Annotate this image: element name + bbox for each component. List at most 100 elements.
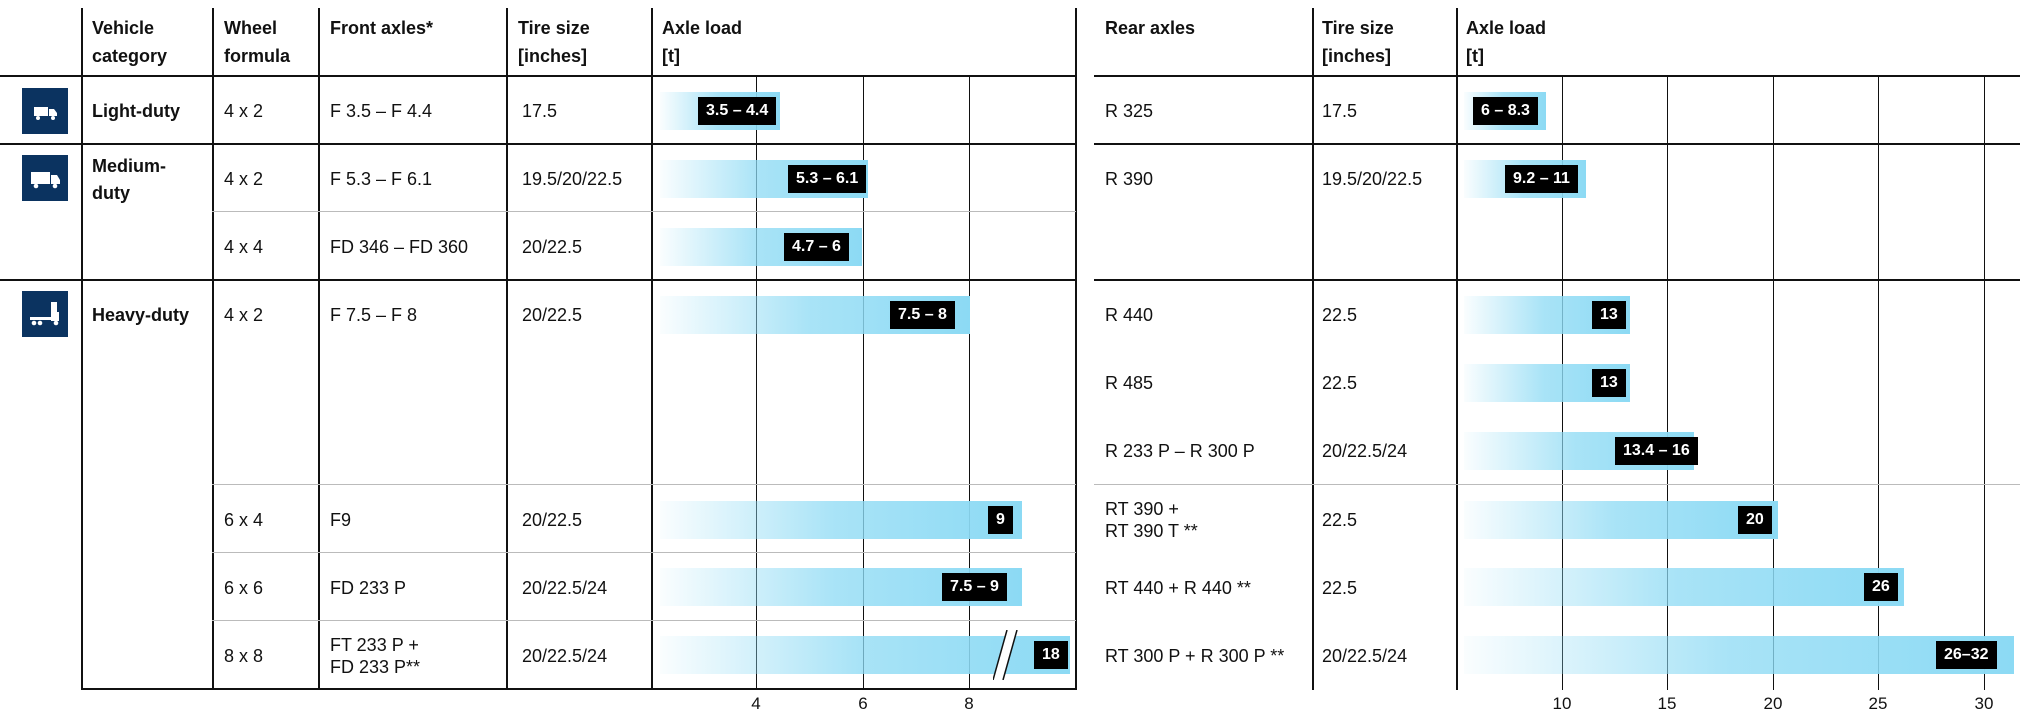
rear-tick-label: 30 (1974, 694, 1994, 713)
rear-row-tire-size: 22.5 (1322, 510, 1358, 530)
rear-load-label: 20 (1738, 506, 1772, 534)
header-front-axles: Front axles* (330, 18, 434, 38)
rear-row-tire-size: 22.5 (1322, 305, 1358, 325)
header-front-tire-size: Tire size [inches] (518, 18, 590, 66)
row-rule-light (212, 552, 1076, 553)
column-divider (212, 8, 214, 690)
front-row-tire-size: 20/22.5/24 (522, 646, 608, 666)
rear-row-tire-size: 19.5/20/22.5 (1322, 169, 1423, 189)
rear-tick-label: 25 (1868, 694, 1888, 713)
front-load-label: 7.5 – 8 (890, 301, 955, 329)
header-wheel-formula: Wheel formula (224, 18, 291, 66)
rear-load-label: 13 (1592, 369, 1626, 397)
front-row-wheel-formula: 4 x 4 (224, 237, 264, 257)
rear-row-tire-size: 17.5 (1322, 101, 1358, 121)
front-tick-label: 4 (751, 694, 761, 713)
header-vehicle-category: Vehicle category (92, 18, 168, 66)
front-row-axles: F 3.5 – F 4.4 (330, 101, 433, 121)
front-row-wheel-formula: 6 x 4 (224, 510, 264, 530)
front-load-label: 9 (988, 506, 1013, 534)
front-row-tire-size: 20/22.5 (522, 305, 583, 325)
row-rule (0, 279, 1076, 281)
axle-load-axis-right (1456, 8, 1458, 690)
rear-tick-label: 20 (1763, 694, 1783, 713)
header-front-axle-load: Axle load [t] (662, 18, 743, 66)
front-tick-label: 6 (858, 694, 868, 713)
rear-load-label: 13 (1592, 301, 1626, 329)
front-load-bar (660, 501, 1022, 539)
front-row-axles: F 5.3 – F 6.1 (330, 169, 433, 189)
row-rule-light (212, 211, 1076, 212)
table-bottom-rule (81, 688, 1076, 690)
rear-row-axles: R 233 P – R 300 P (1105, 441, 1255, 461)
front-row-wheel-formula: 8 x 8 (224, 646, 264, 666)
table-border-left (81, 8, 83, 690)
front-row-tire-size: 20/22.5 (522, 237, 583, 257)
rear-load-label: 6 – 8.3 (1473, 97, 1538, 125)
gridline-30 (1984, 75, 1985, 690)
rear-load-label: 9.2 – 11 (1505, 165, 1578, 193)
rear-load-label: 13.4 – 16 (1615, 437, 1698, 465)
front-row-axles: F9 (330, 510, 352, 530)
medium-truck-icon (22, 155, 68, 201)
gridline-20 (1773, 75, 1774, 690)
rear-row-axles: R 390 (1105, 169, 1154, 189)
column-divider (506, 8, 508, 690)
rear-row-axles: R 485 (1105, 373, 1154, 393)
gridline-25 (1878, 75, 1879, 690)
header-rear-tire-size: Tire size [inches] (1322, 18, 1394, 66)
front-row-axles: F 7.5 – F 8 (330, 305, 418, 325)
rear-row-axles: RT 440 + R 440 ** (1105, 578, 1251, 598)
rear-tick-label: 15 (1657, 694, 1677, 713)
header-rule (0, 75, 1076, 77)
rear-load-label: 26–32 (1936, 641, 1997, 669)
rear-load-bar (1464, 568, 1904, 606)
rear-load-bar (1464, 501, 1778, 539)
front-row-tire-size: 20/22.5 (522, 510, 583, 530)
gridline-6 (863, 75, 864, 690)
rear-row-axles: R 440 (1105, 305, 1154, 325)
front-row-wheel-formula: 6 x 6 (224, 578, 264, 598)
rear-row-tire-size: 22.5 (1322, 578, 1358, 598)
rear-row-tire-size: 22.5 (1322, 373, 1358, 393)
gridline-4 (756, 75, 757, 690)
category-medium-duty: Medium- duty (92, 156, 166, 203)
row-rule (1094, 279, 2020, 281)
category-heavy-duty: Heavy-duty (92, 305, 190, 325)
row-rule-light (1094, 484, 2020, 485)
row-rule-light (212, 484, 1076, 485)
front-load-label: 3.5 – 4.4 (698, 97, 777, 125)
header-rear-axles: Rear axles (1105, 18, 1196, 38)
category-light-duty: Light-duty (92, 101, 180, 121)
gridline-8 (969, 75, 970, 690)
column-divider (318, 8, 320, 690)
header-rear-axle-load: Axle load [t] (1466, 18, 1547, 66)
rear-load-bar (1464, 636, 2014, 674)
header-rule (1094, 75, 2020, 77)
heavy-truck-icon (22, 291, 68, 337)
rear-row-axles: RT 390 + RT 390 T ** (1105, 499, 1198, 541)
light-truck-icon (22, 88, 68, 134)
row-rule (1094, 143, 2020, 145)
rear-row-axles: R 325 (1105, 101, 1154, 121)
row-rule-light (212, 620, 1076, 621)
column-divider (1312, 8, 1314, 690)
front-load-label: 7.5 – 9 (942, 573, 1007, 601)
front-tick-label: 8 (964, 694, 974, 713)
front-row-axles: FD 346 – FD 360 (330, 237, 469, 257)
front-row-wheel-formula: 4 x 2 (224, 169, 264, 189)
front-row-tire-size: 20/22.5/24 (522, 578, 608, 598)
rear-tick-label: 10 (1552, 694, 1572, 713)
row-rule (0, 143, 1076, 145)
rear-row-axles: RT 300 P + R 300 P ** (1105, 646, 1285, 666)
axle-load-axis-left (651, 8, 653, 690)
rear-row-tire-size: 20/22.5/24 (1322, 646, 1408, 666)
front-row-axles: FD 233 P (330, 578, 407, 598)
front-row-wheel-formula: 4 x 2 (224, 101, 264, 121)
rear-load-label: 26 (1864, 573, 1898, 601)
front-row-axles: FT 233 P + FD 233 P** (330, 635, 421, 677)
table-border-right (1075, 8, 1077, 690)
axis-break-mark (993, 630, 1018, 680)
front-load-label: 18 (1034, 641, 1068, 669)
rear-row-tire-size: 20/22.5/24 (1322, 441, 1408, 461)
